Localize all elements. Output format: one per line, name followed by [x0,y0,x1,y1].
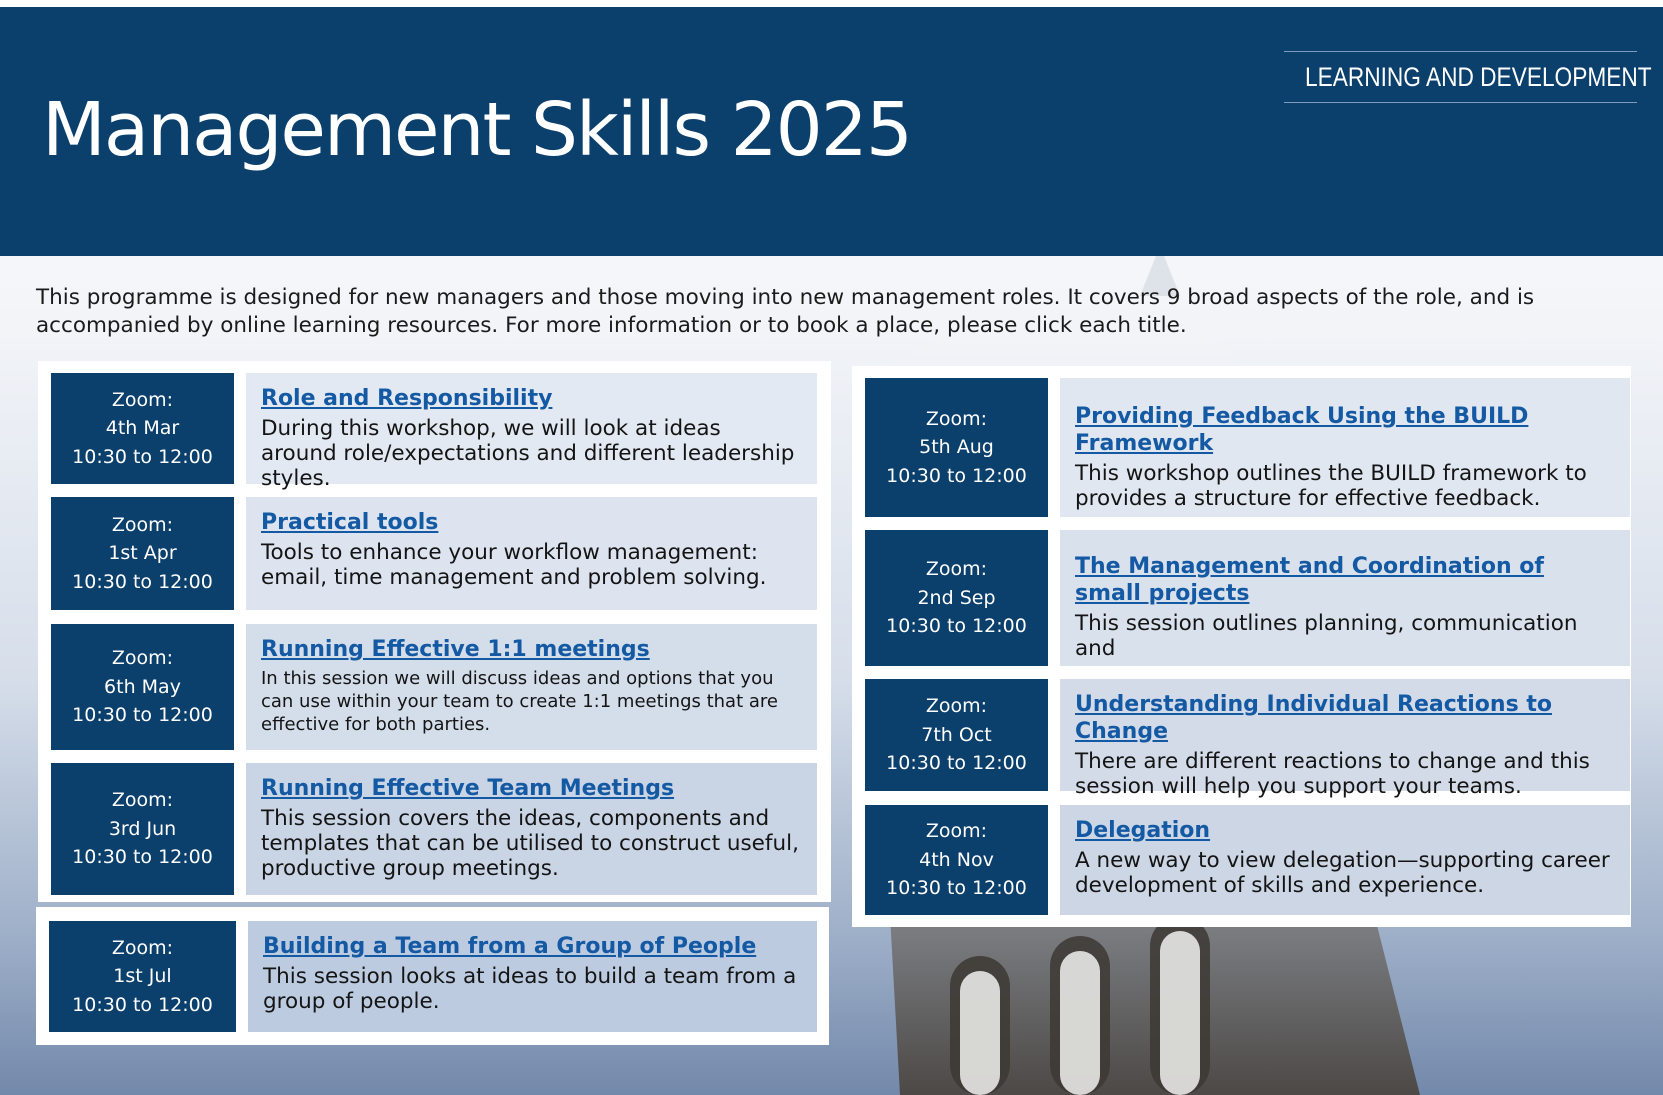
session-date-block: Zoom: 2nd Sep 10:30 to 12:00 [865,530,1048,666]
session-date-block: Zoom: 4th Nov 10:30 to 12:00 [865,805,1048,915]
session-title-link[interactable]: The Management and Coordination of small… [1075,554,1544,606]
session-description: A new way to view delegation—supporting … [1075,848,1610,898]
session-card: Running Effective 1:1 meetings In this s… [246,624,817,750]
department-label: LEARNING AND DEVELOPMENT [1284,51,1652,103]
page-title: Management Skills 2025 [42,87,913,173]
intro-text: This programme is designed for new manag… [36,285,1535,338]
session-card: Delegation A new way to view delegation—… [1060,805,1630,915]
session-description: This workshop outlines the BUILD framewo… [1075,461,1587,511]
session-card: Practical tools Tools to enhance your wo… [246,497,817,610]
session-description: This session covers the ideas, component… [261,806,799,881]
session-title-link[interactable]: Understanding Individual Reactions to Ch… [1075,692,1552,744]
session-date-block: Zoom: 7th Oct 10:30 to 12:00 [865,679,1048,791]
session-card: Running Effective Team Meetings This ses… [246,763,817,895]
session-date-block: Zoom: 1st Jul 10:30 to 12:00 [49,921,236,1032]
session-description: This session outlines planning, communic… [1075,611,1578,661]
session-card: The Management and Coordination of small… [1060,530,1630,666]
session-card: Providing Feedback Using the BUILD Frame… [1060,378,1630,517]
session-description: There are different reactions to change … [1075,749,1590,799]
session-title-link[interactable]: Running Effective Team Meetings [261,776,675,801]
session-title-link[interactable]: Providing Feedback Using the BUILD Frame… [1075,404,1529,456]
session-date-block: Zoom: 1st Apr 10:30 to 12:00 [51,497,234,610]
session-description: During this workshop, we will look at id… [261,416,795,491]
session-date-block: Zoom: 4th Mar 10:30 to 12:00 [51,373,234,484]
session-card: Understanding Individual Reactions to Ch… [1060,679,1630,799]
session-date-block: Zoom: 6th May 10:30 to 12:00 [51,624,234,750]
top-strip [0,0,1663,7]
session-date-block: Zoom: 3rd Jun 10:30 to 12:00 [51,763,234,895]
session-description: In this session we will discuss ideas an… [261,668,778,735]
session-card: Building a Team from a Group of People T… [248,921,817,1032]
session-title-link[interactable]: Delegation [1075,818,1211,843]
department-text: LEARNING AND DEVELOPMENT [1305,61,1652,92]
session-title-link[interactable]: Building a Team from a Group of People [263,934,757,959]
session-title-link[interactable]: Running Effective 1:1 meetings [261,637,650,662]
session-date-block: Zoom: 5th Aug 10:30 to 12:00 [865,378,1048,517]
session-description: Tools to enhance your workflow managemen… [261,540,767,590]
session-description: This session looks at ideas to build a t… [263,964,797,1014]
session-title-link[interactable]: Role and Responsibility [261,386,553,411]
session-card: Role and Responsibility During this work… [246,373,817,491]
session-title-link[interactable]: Practical tools [261,510,439,535]
header-banner: Management Skills 2025 LEARNING AND DEVE… [0,7,1663,256]
